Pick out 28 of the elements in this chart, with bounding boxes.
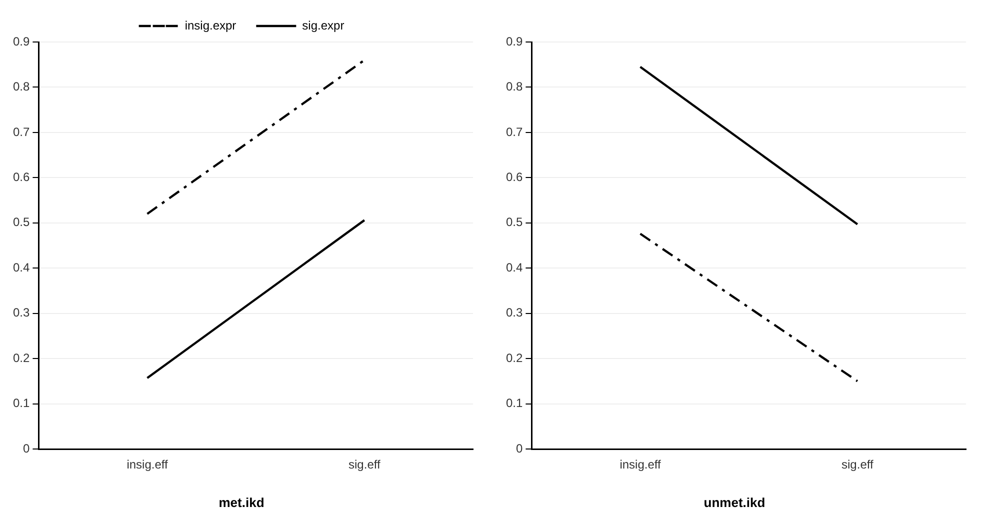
y-tick-label: 0.6 (12, 170, 30, 184)
x-tick-label: insig.eff (620, 458, 662, 472)
text: unmet.ikd (704, 494, 766, 510)
y-tick-label: 0.3 (12, 306, 30, 320)
y-tick-label: 0.9 (506, 34, 523, 48)
y-tick-label: 0.4 (12, 260, 30, 274)
x-tick-label: insig.eff (126, 458, 168, 472)
y-tick-label: 0.9 (12, 34, 30, 48)
y-tick-label: 0.1 (506, 396, 523, 410)
y-tick-label: 0 (516, 441, 523, 456)
y-tick-label: 0.8 (12, 80, 30, 94)
legend-label: sig.expr (302, 18, 344, 32)
y-tick-label: 0.2 (12, 350, 30, 365)
y-tick-label: 0.8 (506, 80, 523, 94)
y-tick-label: 0.4 (506, 260, 523, 274)
y-tick-label: 0.7 (12, 124, 30, 139)
y-tick-label: 0.3 (506, 306, 523, 320)
y-tick-label: 0.2 (506, 350, 523, 365)
x-tick-label: sig.eff (348, 458, 381, 472)
x-tick-label: sig.eff (842, 458, 874, 472)
y-tick-label: 0.7 (506, 124, 523, 139)
y-tick-label: 0.1 (12, 396, 30, 410)
y-tick-label: 0.5 (12, 215, 30, 230)
y-tick-label: 0.5 (506, 215, 523, 230)
legend-label: insig.expr (184, 18, 236, 32)
y-tick-label: 0 (22, 441, 30, 456)
text: met.ikd (218, 494, 264, 510)
y-tick-label: 0.6 (506, 170, 523, 184)
